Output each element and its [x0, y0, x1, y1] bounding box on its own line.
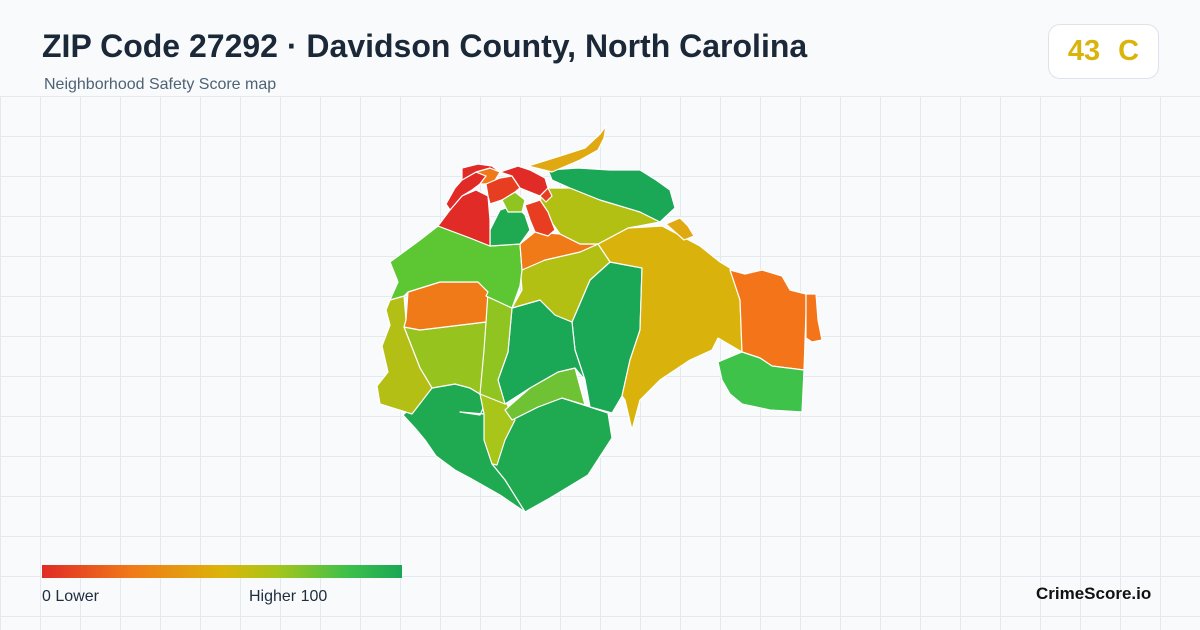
page-header: ZIP Code 27292 · Davidson County, North …	[0, 0, 1200, 97]
map-region[interactable]	[527, 125, 607, 173]
map-region[interactable]	[597, 225, 743, 431]
legend-max-label: Higher 100	[249, 588, 328, 605]
map-region[interactable]	[665, 217, 695, 241]
safety-score-badge: 43 C	[1048, 24, 1159, 79]
map-region[interactable]	[717, 351, 805, 413]
map-region[interactable]	[489, 204, 531, 247]
page-title: ZIP Code 27292 · Davidson County, North …	[42, 28, 808, 64]
map-region[interactable]	[485, 175, 521, 205]
score-value: 43	[1067, 35, 1101, 67]
map-region[interactable]	[539, 187, 553, 203]
map-region[interactable]	[524, 199, 556, 237]
brand-logo-text: CrimeScore.io	[1036, 584, 1152, 603]
legend-min-label: 0 Lower	[42, 588, 99, 605]
map-region[interactable]	[461, 163, 501, 181]
page-subtitle: Neighborhood Safety Score map	[44, 76, 277, 93]
legend-color-scale	[42, 565, 402, 578]
map-region[interactable]	[805, 293, 823, 343]
map-region[interactable]	[547, 167, 676, 223]
safety-score-map[interactable]	[0, 96, 1200, 630]
score-grade: C	[1118, 35, 1140, 67]
